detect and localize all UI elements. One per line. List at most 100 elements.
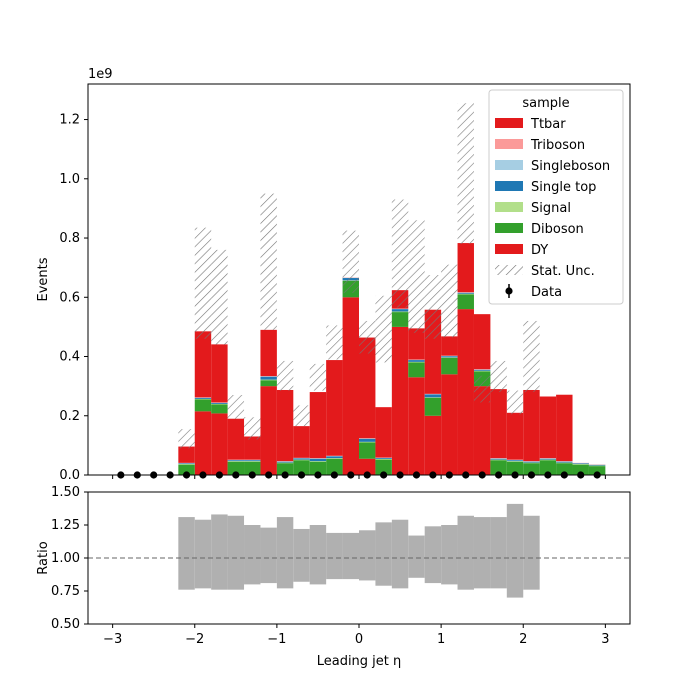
ratio-band-bin (490, 517, 507, 589)
bar-diboson (359, 442, 376, 459)
bar-diboson (588, 466, 606, 475)
bar-dy (260, 386, 277, 475)
bar-single-top (457, 292, 474, 294)
stat-unc-bin (309, 363, 327, 391)
stat-unc-bin (326, 325, 343, 360)
bar-ttbar (293, 426, 310, 458)
ratio-band-bin (375, 522, 392, 586)
stat-unc-band (178, 103, 540, 449)
bar-single-top (424, 394, 442, 398)
bar-single-top (178, 463, 195, 465)
stat-unc-bin (342, 230, 359, 293)
stat-unc-bin (441, 264, 458, 338)
bar-diboson (276, 463, 294, 475)
stat-unc-bin (424, 275, 442, 339)
bar-diboson (523, 463, 540, 475)
bar-signal (326, 458, 343, 459)
stat-unc-bin (194, 227, 212, 339)
bar-ttbar (227, 418, 245, 460)
ratio-band-bin (260, 527, 277, 584)
legend-label: Ttbar (530, 117, 566, 132)
legend-label: Stat. Unc. (531, 264, 595, 279)
bar-diboson (293, 460, 310, 475)
bar-ttbar (490, 389, 507, 459)
bar-single-top (211, 403, 228, 404)
bar-signal (572, 464, 589, 465)
bar-diboson (441, 357, 458, 375)
legend-swatch (495, 244, 523, 254)
legend-label: Singleboson (531, 159, 610, 174)
bar-signal (276, 462, 294, 464)
bar-ttbar (473, 314, 491, 370)
bar-signal (293, 459, 310, 461)
y-tick-label: 0.2 (59, 409, 80, 424)
ratio-y-tick-label: 1.25 (51, 518, 80, 533)
stat-unc-bin (260, 193, 277, 330)
stat-unc-bin (244, 417, 261, 440)
bar-dy (473, 386, 491, 475)
bar-single-top (556, 461, 573, 463)
bar-diboson (539, 460, 557, 475)
bar-dy (194, 411, 212, 475)
ratio-band-bin (211, 514, 228, 590)
legend-swatch (495, 181, 523, 191)
bar-single-top (244, 460, 261, 462)
series-singleboson (178, 277, 606, 465)
legend-entry: Single top (495, 180, 596, 195)
bar-signal (588, 465, 606, 467)
ratio-band-bin (359, 530, 376, 581)
ratio-band-bin (424, 526, 442, 584)
bar-single-top (293, 458, 310, 460)
bar-single-top (473, 369, 491, 371)
legend-entry: Triboson (495, 138, 585, 153)
bar-ttbar (194, 331, 212, 398)
bar-dy (342, 297, 359, 475)
bar-ttbar (260, 329, 277, 377)
legend-label: Triboson (530, 138, 585, 153)
bar-diboson (490, 460, 507, 475)
bar-ttbar (523, 389, 540, 462)
ratio-band-bin (309, 525, 327, 585)
stat-unc-bin (211, 249, 228, 345)
bar-single-top (227, 460, 245, 462)
legend-label: Data (531, 285, 562, 300)
legend-swatch (495, 160, 523, 170)
bar-single-top (588, 464, 606, 466)
bar-single-top (539, 458, 557, 460)
offset-text: 1e9 (88, 67, 113, 82)
bar-ttbar (276, 389, 294, 462)
bar-diboson (424, 397, 442, 416)
legend-label: Single top (531, 180, 596, 195)
bar-single-top (523, 461, 540, 463)
bar-signal (309, 461, 327, 462)
stat-unc-bin (293, 405, 310, 427)
bar-single-top (309, 458, 327, 462)
bar-signal (178, 464, 195, 465)
x-tick-label: 2 (519, 632, 527, 647)
ratio-panel: 0.50 0.75 1.00 1.25 1.50 −3 −2 −1 0 1 2 3 Ratio Leadi… (36, 485, 631, 669)
bar-ttbar (441, 336, 458, 356)
bar-diboson (309, 461, 327, 475)
bar-diboson (572, 464, 589, 475)
bar-ttbar (506, 412, 524, 460)
ratio-band-bin (408, 535, 425, 578)
ratio-band-bin (523, 515, 540, 590)
bar-diboson (211, 404, 228, 414)
legend-marker (505, 287, 513, 295)
bar-diboson (326, 458, 343, 475)
ratio-band-bin (293, 528, 310, 582)
ratio-y-tick-label: 1.00 (51, 551, 80, 566)
stat-unc-bin (391, 199, 409, 308)
bar-signal (359, 441, 376, 443)
bar-signal (211, 403, 228, 405)
bar-diboson (506, 461, 524, 475)
bar-signal (194, 398, 212, 400)
x-axis-label: Leading jet η (317, 654, 402, 669)
stat-unc-bin (457, 103, 474, 244)
bar-single-top (506, 460, 524, 462)
y-tick-label: 0.4 (59, 350, 80, 365)
ratio-band-bin (244, 525, 261, 585)
bar-signal (408, 361, 425, 363)
bar-ttbar (556, 394, 573, 462)
series-signal (178, 280, 606, 467)
